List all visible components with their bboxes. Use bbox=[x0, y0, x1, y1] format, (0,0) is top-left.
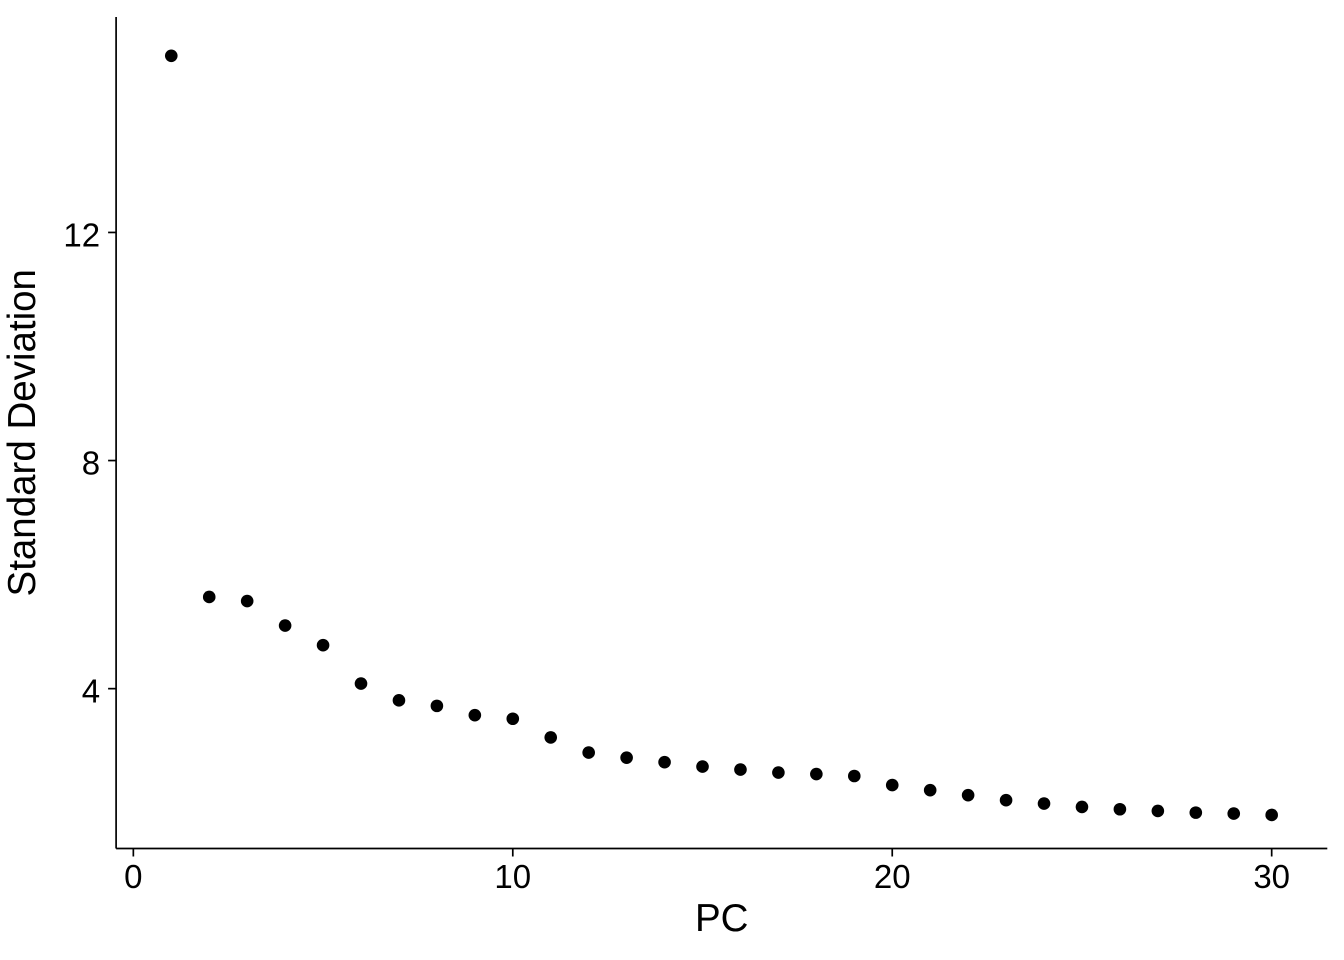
svg-text:0: 0 bbox=[124, 858, 142, 895]
svg-text:Standard Deviation: Standard Deviation bbox=[1, 269, 44, 596]
svg-text:10: 10 bbox=[494, 858, 531, 895]
svg-text:PC: PC bbox=[695, 897, 748, 940]
svg-text:4: 4 bbox=[82, 673, 100, 710]
svg-text:30: 30 bbox=[1253, 858, 1290, 895]
svg-text:12: 12 bbox=[63, 216, 100, 253]
svg-text:20: 20 bbox=[874, 858, 911, 895]
svg-text:8: 8 bbox=[82, 445, 100, 482]
